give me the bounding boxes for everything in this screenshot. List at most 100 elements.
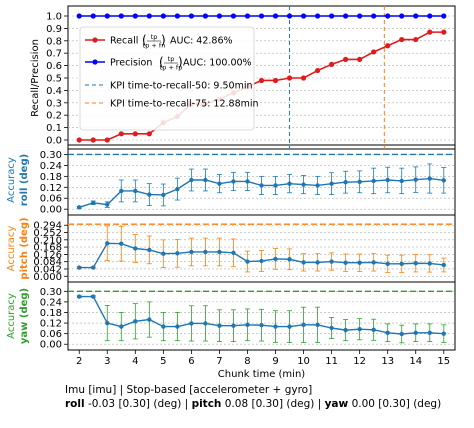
panel3-point <box>343 260 348 265</box>
panel4-point <box>357 327 362 332</box>
panel4-point <box>343 327 348 333</box>
precision-point <box>286 13 293 19</box>
panel4-point <box>399 331 404 337</box>
precision-point <box>104 13 110 19</box>
panel3-point <box>231 250 236 256</box>
panel2-point <box>119 188 124 194</box>
panel2-ylabel-2: roll (deg) <box>19 154 30 206</box>
panel1-ytick-label: 0.3 <box>46 98 62 109</box>
panel2-point <box>315 183 320 188</box>
panel3-ytick-label: 0.252 <box>33 228 62 239</box>
recall-point <box>413 36 419 43</box>
panel4-point <box>175 324 180 329</box>
panel3-point <box>161 251 166 256</box>
recall-point <box>300 75 307 81</box>
panel3-point <box>371 260 376 265</box>
panel2-point <box>77 205 82 210</box>
panel4-point <box>287 324 292 329</box>
panel1-ytick-label: 0.8 <box>46 36 62 47</box>
recall-point <box>90 137 96 143</box>
legend-precision-auc: AUC: 100.00% <box>183 58 252 69</box>
legend-recall-frac-paren-close: ) <box>161 33 166 47</box>
precision-point <box>146 13 152 19</box>
panel1-ytick-label: 1.0 <box>46 12 62 23</box>
panel1-ytick-label: 0.6 <box>46 61 62 72</box>
legend-kpi-label-2: KPI time-to-recall-75: 12.88min <box>110 99 259 110</box>
panel2-point <box>217 181 222 186</box>
panel3-ytick-label: 0.000 <box>33 272 62 283</box>
precision-point <box>90 13 96 19</box>
panel1-ytick-label: 0.0 <box>46 136 62 147</box>
legend-recall-label: Recall <box>110 36 138 47</box>
panel4-point <box>329 325 334 331</box>
panel4-point <box>273 324 278 329</box>
precision-point <box>329 13 335 19</box>
recall-point <box>329 61 335 67</box>
panel3-point <box>427 261 432 266</box>
panel4-ytick-label: 0.06 <box>40 329 62 340</box>
recall-point <box>132 131 138 137</box>
precision-point <box>202 13 209 19</box>
panel4-ylabel-2: yaw (deg) <box>19 288 30 344</box>
panel3-point <box>301 260 306 265</box>
recall-point <box>118 131 124 137</box>
panel3-ytick-label: 0.294 <box>33 221 62 232</box>
panel1-ytick-label: 0.1 <box>46 123 62 134</box>
caption-pitch-value: 0.08 [0.30] (deg) | <box>224 398 322 410</box>
legend-kpi-label-1: KPI time-to-recall-50: 9.50min <box>110 81 252 92</box>
precision-point <box>258 13 265 19</box>
panel4-ytick-label: 0.30 <box>40 287 62 298</box>
precision-point <box>216 13 223 19</box>
caption-yaw-key: yaw <box>324 398 349 410</box>
legend-precision-label: Precision <box>110 58 152 69</box>
panel3-point <box>189 249 194 255</box>
legend-precision-frac-den: tp + fp <box>160 64 183 72</box>
panel2-point <box>203 177 208 183</box>
panel1-ylabel: Recall/Precision <box>30 39 41 117</box>
panel2-point <box>147 192 152 197</box>
legend-precision-frac-num: tp <box>168 55 175 63</box>
panel4-frame <box>67 281 456 351</box>
panel4-point <box>371 327 376 332</box>
legend-recall-auc: AUC: 42.86% <box>170 36 233 47</box>
panel3-point <box>385 261 390 266</box>
panel3-point <box>175 251 180 256</box>
panel2-point <box>385 177 390 183</box>
panel4-ylabel-1: Accuracy <box>6 293 17 339</box>
panel2-point <box>371 178 376 184</box>
panel2-point <box>343 179 348 185</box>
panel1-ytick-label: 0.2 <box>46 111 62 122</box>
panel4-point <box>427 330 432 335</box>
panel3-point <box>147 247 152 253</box>
recall-point <box>104 137 110 143</box>
xtick-label: 11 <box>325 356 338 367</box>
precision-point <box>118 13 124 19</box>
xtick-label: 14 <box>409 356 422 367</box>
panel4-point <box>189 321 194 326</box>
panel2-ytick-label: 0.18 <box>40 172 62 183</box>
panel2-ytick-label: 0.00 <box>40 205 62 216</box>
caption-pitch-key: pitch <box>191 398 222 410</box>
panel2-point <box>427 176 432 181</box>
panel4-point <box>105 320 110 326</box>
panel2-point <box>231 179 236 184</box>
panel2-point <box>357 179 362 185</box>
panel2-ytick-label: 0.12 <box>40 183 62 194</box>
recall-point <box>314 67 321 74</box>
panel3-point <box>91 265 96 270</box>
panel3-ylabel-2: pitch (deg) <box>19 217 30 279</box>
precision-point <box>427 13 433 19</box>
panel3-ytick-label: 0.210 <box>33 235 62 246</box>
precision-point <box>244 13 251 19</box>
panel3-ylabel-1: Accuracy <box>6 226 17 272</box>
recall-point <box>385 43 391 49</box>
panel2-point <box>105 202 110 207</box>
panel2-point <box>175 186 180 192</box>
panel4-point <box>441 331 446 336</box>
panel2-point <box>259 183 264 188</box>
panel4-point <box>203 321 208 326</box>
panel1-ytick-label: 0.4 <box>46 86 62 97</box>
caption-roll-value: -0.03 [0.30] (deg) | <box>87 398 189 410</box>
recall-point <box>371 49 377 55</box>
precision-point <box>174 13 180 19</box>
